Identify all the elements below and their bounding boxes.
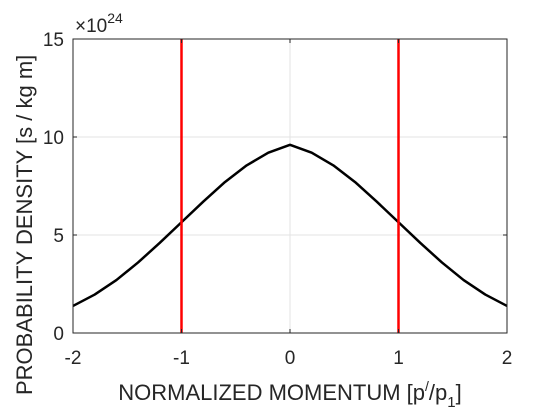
x-tick-label: 1 bbox=[393, 348, 404, 369]
multiplier-sign: × bbox=[75, 16, 86, 37]
x-tick-label: 0 bbox=[285, 348, 296, 369]
x-axis-label-prime: / bbox=[425, 378, 429, 394]
x-axis-label-sub: 1 bbox=[447, 394, 455, 411]
x-tick-label: -2 bbox=[65, 348, 82, 369]
vertical-lines-layer bbox=[180, 39, 400, 333]
multiplier-exponent: 24 bbox=[107, 10, 123, 26]
x-tick-label: 2 bbox=[502, 348, 513, 369]
density-curve bbox=[72, 143, 508, 308]
x-axis-label-main: NORMALIZED MOMENTUM [p bbox=[118, 380, 425, 405]
x-axis-label-p: /p bbox=[429, 380, 447, 405]
y-tick-label: 0 bbox=[53, 324, 64, 345]
series-layer bbox=[72, 143, 508, 308]
x-ticks: -2 -1 0 1 2 bbox=[65, 39, 513, 369]
y-multiplier: ×1024 bbox=[75, 10, 123, 37]
x-tick-label: -1 bbox=[173, 348, 190, 369]
x-axis-label: NORMALIZED MOMENTUM [p//p1] bbox=[118, 378, 462, 411]
y-axis-label: PROBABILITY DENSITY [s / kg m] bbox=[12, 55, 37, 395]
y-tick-label: 10 bbox=[43, 128, 64, 149]
y-ticks: 0 5 10 15 bbox=[43, 30, 507, 345]
x-axis-label-close: ] bbox=[456, 380, 462, 405]
y-tick-label: 5 bbox=[53, 226, 64, 247]
y-tick-label: 15 bbox=[43, 30, 64, 51]
multiplier-base: 10 bbox=[86, 16, 107, 37]
